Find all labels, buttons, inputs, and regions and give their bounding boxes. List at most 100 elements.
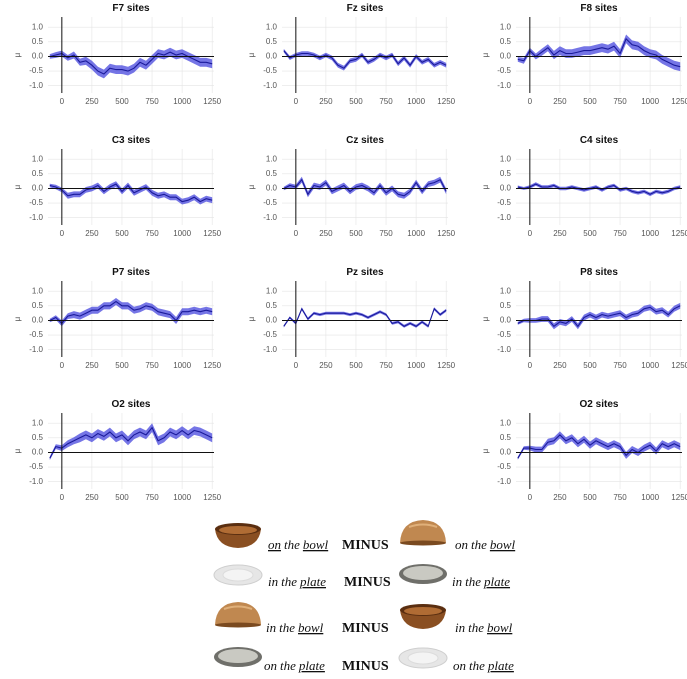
y-tick-label: 1.0	[500, 286, 512, 295]
y-axis-label: μ	[247, 184, 256, 189]
x-tick-label: 1000	[641, 97, 659, 106]
x-tick-label: 1250	[203, 97, 221, 106]
x-tick-label: 1250	[203, 229, 221, 238]
word: bowl	[490, 537, 516, 552]
y-tick-label: 0.5	[32, 37, 44, 46]
x-tick-label: 1250	[671, 361, 687, 370]
y-tick-label: -0.5	[263, 66, 277, 75]
y-tick-label: 0.5	[500, 301, 512, 310]
y-tick-label: 0.0	[266, 316, 278, 325]
panel: Cz sites μ -1.0 -0.5 0.0 0.5 1.0 0 250 500 750 1000…	[247, 135, 456, 238]
y-tick-label: 0.5	[500, 433, 512, 442]
x-tick-label: 0	[60, 493, 65, 502]
panel: O2 sites μ -1.0 -0.5 0.0 0.5 1.0 0 250 500 750 1000…	[481, 399, 687, 502]
phrase: in the plate	[268, 574, 326, 589]
plate-image	[398, 647, 448, 669]
error-band	[517, 431, 681, 460]
y-axis-label: μ	[481, 52, 490, 57]
x-tick-label: 750	[145, 229, 159, 238]
plate-image	[399, 564, 447, 584]
word: in	[455, 620, 465, 635]
y-tick-label: -1.0	[497, 345, 511, 354]
x-tick-label: 750	[145, 97, 159, 106]
x-tick-label: 500	[583, 97, 597, 106]
x-tick-label: 1250	[437, 361, 455, 370]
y-tick-label: 0.0	[266, 184, 278, 193]
x-tick-label: 500	[115, 97, 129, 106]
contrast-images	[213, 519, 448, 669]
y-tick-label: -0.5	[497, 330, 511, 339]
y-tick-label: 0.5	[500, 169, 512, 178]
bowl-image	[215, 523, 261, 548]
word: the	[471, 537, 487, 552]
y-tick-label: -1.0	[29, 345, 43, 354]
x-tick-label: 250	[319, 97, 333, 106]
line	[517, 305, 681, 328]
operator: MINUS	[342, 659, 389, 674]
x-tick-label: 500	[583, 361, 597, 370]
error-band	[517, 182, 681, 197]
x-tick-label: 0	[294, 361, 299, 370]
chart-title: C4 sites	[580, 135, 619, 146]
word: plate	[299, 574, 326, 589]
word: the	[284, 537, 300, 552]
word: on	[264, 658, 277, 673]
y-axis-label: μ	[13, 316, 22, 321]
panel: F7 sites μ -1.0 -0.5 0.0 0.5 1.0 0 250 500 750 1000…	[13, 3, 222, 106]
y-tick-label: 1.0	[32, 154, 44, 163]
x-tick-label: 0	[60, 97, 65, 106]
word: in	[452, 574, 462, 589]
x-tick-label: 750	[379, 361, 393, 370]
x-tick-label: 500	[349, 97, 363, 106]
line	[49, 183, 213, 203]
x-tick-label: 250	[319, 361, 333, 370]
x-tick-label: 0	[294, 97, 299, 106]
y-tick-label: 1.0	[500, 154, 512, 163]
word: plate	[483, 574, 510, 589]
error-band	[283, 307, 447, 328]
x-tick-label: 1250	[671, 229, 687, 238]
x-tick-label: 0	[528, 229, 533, 238]
x-tick-label: 250	[85, 493, 99, 502]
y-tick-label: -0.5	[263, 198, 277, 207]
phrase: in the bowl	[266, 620, 324, 635]
x-tick-label: 500	[115, 493, 129, 502]
y-tick-label: 0.0	[32, 184, 44, 193]
y-tick-label: 0.5	[266, 169, 278, 178]
y-tick-label: 0.5	[32, 433, 44, 442]
x-tick-label: 500	[115, 361, 129, 370]
x-tick-label: 500	[583, 493, 597, 502]
y-axis-label: μ	[247, 316, 256, 321]
y-tick-label: -1.0	[497, 81, 511, 90]
x-tick-label: 1000	[407, 229, 425, 238]
y-tick-label: 1.0	[32, 22, 44, 31]
y-tick-label: -1.0	[29, 477, 43, 486]
x-tick-label: 1250	[203, 493, 221, 502]
y-tick-label: 1.0	[266, 286, 278, 295]
bowl-image	[399, 519, 447, 547]
x-tick-label: 1000	[173, 493, 191, 502]
chart-title: O2 sites	[580, 399, 619, 410]
x-tick-label: 1000	[407, 361, 425, 370]
x-tick-label: 500	[115, 229, 129, 238]
line	[517, 434, 681, 459]
word: plate	[298, 658, 325, 673]
chart-title: Cz sites	[346, 135, 384, 146]
x-tick-label: 0	[60, 361, 65, 370]
y-tick-label: 0.0	[266, 52, 278, 61]
phrase: in the plate	[452, 574, 510, 589]
x-tick-label: 750	[613, 97, 627, 106]
y-tick-label: -0.5	[29, 198, 43, 207]
y-tick-label: 0.0	[32, 316, 44, 325]
x-tick-label: 750	[613, 229, 627, 238]
word: the	[469, 658, 485, 673]
chart-title: F7 sites	[112, 3, 150, 14]
error-band	[283, 176, 447, 199]
x-tick-label: 750	[379, 97, 393, 106]
y-tick-label: -0.5	[29, 462, 43, 471]
plate-image	[214, 647, 262, 667]
y-tick-label: 0.0	[500, 52, 512, 61]
x-tick-label: 250	[85, 361, 99, 370]
line	[283, 307, 447, 328]
panel: Fz sites μ -1.0 -0.5 0.0 0.5 1.0 0 250 500 750 1000…	[247, 3, 456, 106]
